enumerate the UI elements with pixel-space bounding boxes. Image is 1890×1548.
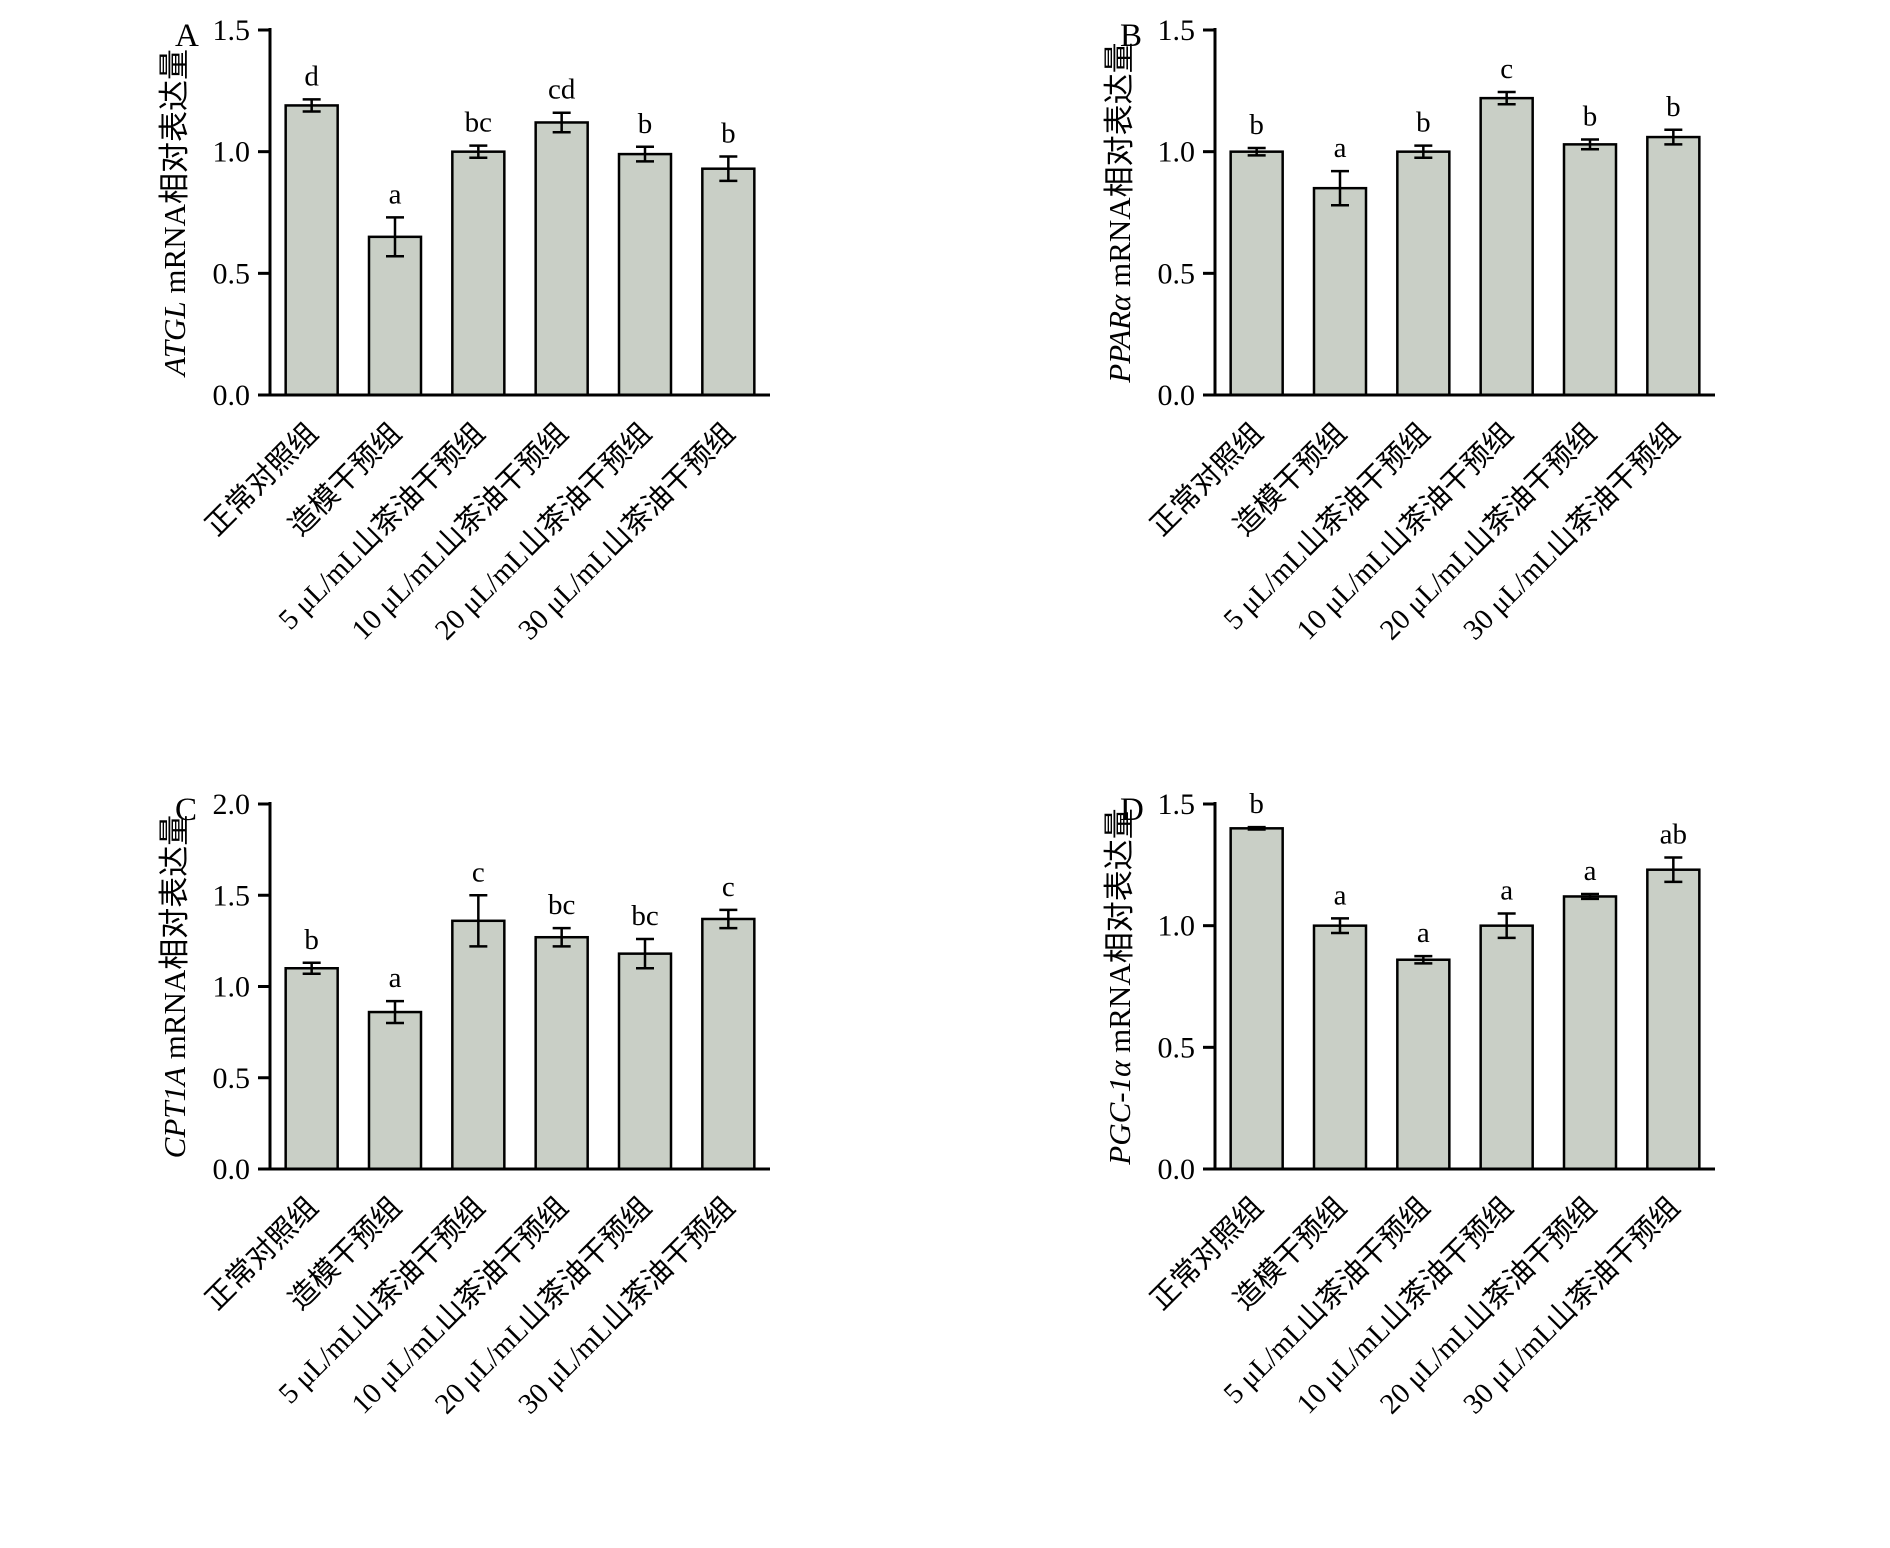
significance-letter: c xyxy=(722,871,735,903)
significance-letter: bc xyxy=(631,900,658,932)
bar xyxy=(1646,135,1701,397)
panel-C: C 0.0 0.5 1.0 1.5 2.0 CPT1A mRNA相对表达量 b 正常对照组 a 造模… xyxy=(0,774,945,1548)
bar xyxy=(284,967,339,1171)
y-tick-label: 0.0 xyxy=(1158,1153,1196,1186)
significance-letter: c xyxy=(472,856,485,888)
significance-letter: a xyxy=(389,962,402,994)
panel-D: D 0.0 0.5 1.0 1.5 PGC-1α mRNA相对表达量 b 正常对照组 a 造模干预… xyxy=(945,774,1890,1548)
y-tick-label: 1.5 xyxy=(213,14,251,47)
bar xyxy=(1396,150,1451,397)
y-tick-label: 0.5 xyxy=(213,1062,251,1095)
bar xyxy=(1479,96,1534,397)
bar xyxy=(1312,186,1368,397)
significance-letter: ab xyxy=(1660,819,1687,851)
bar xyxy=(617,952,673,1171)
panel-A: A 0.0 0.5 1.0 1.5 ATGL mRNA相对表达量 d 正常对照组 a 造模干预组 b… xyxy=(0,0,945,774)
bar xyxy=(451,150,506,397)
bar xyxy=(367,235,423,397)
significance-letter: cd xyxy=(548,74,576,106)
y-tick-label: 0.0 xyxy=(213,379,251,412)
significance-letter: b xyxy=(1249,788,1264,820)
significance-letter: b xyxy=(1249,109,1264,141)
panel-letter: B xyxy=(1120,18,1142,54)
bar xyxy=(1229,827,1284,1171)
bar xyxy=(367,1010,423,1171)
significance-letter: a xyxy=(1584,855,1597,887)
y-tick-label: 0.5 xyxy=(213,257,251,290)
y-tick-label: 1.5 xyxy=(213,879,251,912)
significance-letter: b xyxy=(1583,101,1598,133)
y-tick-label: 0.5 xyxy=(1158,257,1196,290)
bar xyxy=(1479,924,1534,1171)
y-tick-label: 1.0 xyxy=(1158,136,1196,169)
panel-letter: C xyxy=(175,792,197,828)
significance-letter: b xyxy=(1666,91,1681,123)
y-tick-label: 1.5 xyxy=(1158,14,1196,47)
bar xyxy=(284,104,339,397)
y-tick-label: 1.5 xyxy=(1158,788,1196,821)
panel-letter: D xyxy=(1120,792,1144,828)
panel-letter: A xyxy=(175,18,199,54)
significance-letter: a xyxy=(389,178,402,210)
significance-letter: b xyxy=(304,924,319,956)
bar xyxy=(451,919,506,1171)
y-tick-label: 0.0 xyxy=(213,1153,251,1186)
significance-letter: a xyxy=(1500,875,1513,907)
y-tick-label: 0.5 xyxy=(1158,1031,1196,1064)
y-axis-title: PPARα mRNA相对表达量 xyxy=(1102,42,1137,383)
significance-letter: a xyxy=(1417,917,1430,949)
y-axis-title: CPT1A mRNA相对表达量 xyxy=(157,815,192,1159)
significance-letter: d xyxy=(304,60,319,92)
significance-letter: bc xyxy=(465,107,492,139)
significance-letter: b xyxy=(721,118,736,150)
bar xyxy=(1562,143,1618,397)
bar xyxy=(701,917,756,1171)
bar xyxy=(1229,150,1284,397)
y-tick-label: 1.0 xyxy=(1158,910,1196,943)
bar xyxy=(534,121,589,397)
panel-B: B 0.0 0.5 1.0 1.5 PPARα mRNA相对表达量 b 正常对照组 a 造模干预组… xyxy=(945,0,1890,774)
significance-letter: b xyxy=(1416,107,1431,139)
bar xyxy=(1396,958,1451,1171)
significance-letter: a xyxy=(1334,132,1347,164)
y-tick-label: 0.0 xyxy=(1158,379,1196,412)
significance-letter: bc xyxy=(548,889,575,921)
significance-letter: c xyxy=(1500,53,1513,85)
y-axis-title: PGC-1α mRNA相对表达量 xyxy=(1102,808,1137,1165)
bar xyxy=(1312,924,1368,1171)
significance-letter: b xyxy=(638,108,653,140)
bar xyxy=(1646,868,1701,1171)
bar xyxy=(1562,895,1618,1171)
y-tick-label: 1.0 xyxy=(213,971,251,1004)
bar xyxy=(701,167,756,397)
y-tick-label: 1.0 xyxy=(213,136,251,169)
bar xyxy=(534,935,589,1171)
bar xyxy=(617,152,673,397)
significance-letter: a xyxy=(1334,879,1347,911)
y-axis-title: ATGL mRNA相对表达量 xyxy=(157,49,192,378)
y-tick-label: 2.0 xyxy=(213,788,251,821)
